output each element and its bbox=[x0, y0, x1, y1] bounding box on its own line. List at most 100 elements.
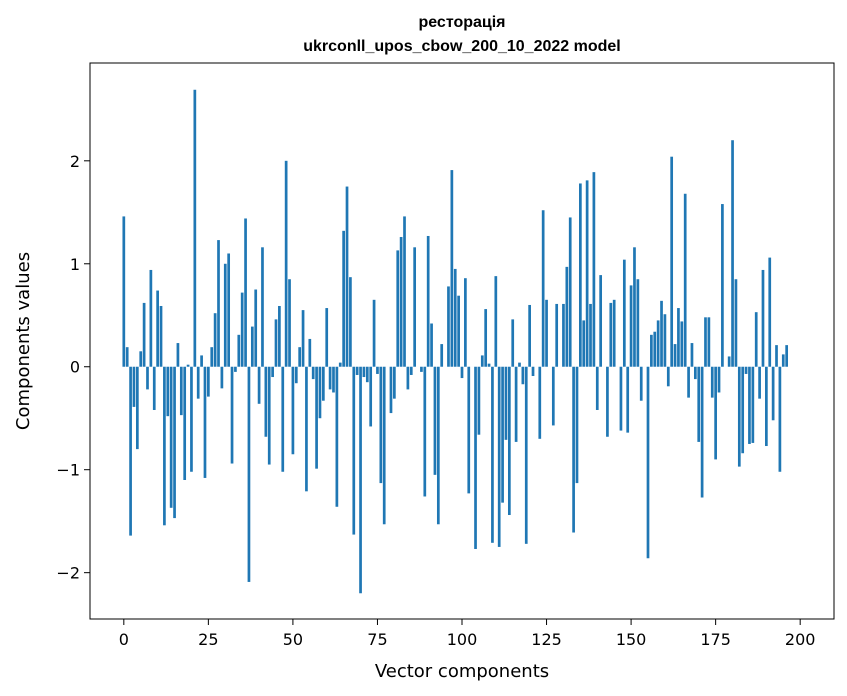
bar bbox=[474, 366, 477, 549]
bar bbox=[413, 247, 417, 367]
bar bbox=[430, 323, 433, 367]
bar bbox=[305, 366, 308, 492]
bar bbox=[227, 253, 231, 367]
bar bbox=[406, 366, 410, 390]
bar bbox=[453, 268, 457, 367]
bar bbox=[423, 366, 427, 497]
bar bbox=[731, 140, 734, 367]
chart-title: ресторація bbox=[418, 14, 505, 31]
bar bbox=[220, 366, 224, 389]
bar bbox=[771, 366, 775, 421]
bar bbox=[244, 218, 247, 367]
bar bbox=[315, 366, 318, 469]
bar bbox=[298, 347, 302, 367]
bar bbox=[159, 305, 163, 367]
bar bbox=[149, 269, 153, 367]
bar bbox=[693, 366, 697, 380]
bar bbox=[575, 366, 579, 484]
bar bbox=[606, 366, 609, 437]
bar bbox=[382, 366, 386, 525]
bar bbox=[663, 314, 667, 367]
bar bbox=[758, 366, 761, 399]
bar bbox=[568, 217, 572, 367]
bar bbox=[203, 366, 207, 478]
bar bbox=[653, 331, 657, 367]
bar bbox=[393, 366, 396, 399]
bar bbox=[629, 285, 633, 367]
bar bbox=[135, 366, 139, 450]
bar bbox=[250, 326, 254, 367]
bar bbox=[592, 172, 596, 367]
bar bbox=[237, 334, 241, 367]
bar bbox=[744, 366, 748, 374]
bar bbox=[765, 366, 768, 447]
bar bbox=[528, 304, 531, 367]
bar bbox=[369, 366, 373, 427]
bar bbox=[633, 247, 636, 367]
bar bbox=[318, 366, 322, 419]
bar bbox=[190, 366, 193, 472]
bar bbox=[677, 308, 680, 367]
x-tick-label: 0 bbox=[119, 630, 129, 649]
bar bbox=[680, 321, 684, 367]
bar bbox=[660, 300, 663, 367]
bar bbox=[714, 366, 717, 460]
x-tick-label: 25 bbox=[198, 630, 218, 649]
bar bbox=[294, 366, 298, 384]
bar bbox=[399, 237, 403, 367]
bar bbox=[518, 362, 521, 367]
bar bbox=[321, 366, 325, 401]
bar bbox=[328, 366, 332, 390]
bar bbox=[335, 366, 339, 507]
bar bbox=[538, 366, 542, 439]
bar bbox=[376, 366, 379, 374]
bar bbox=[710, 366, 714, 398]
bar bbox=[271, 366, 274, 378]
bar bbox=[491, 366, 494, 543]
bar bbox=[139, 351, 143, 367]
bar bbox=[450, 170, 454, 367]
bar bbox=[311, 366, 315, 380]
y-tick-label: 0 bbox=[70, 358, 80, 377]
bar bbox=[240, 292, 244, 367]
bar bbox=[365, 366, 369, 383]
bar bbox=[217, 240, 220, 367]
x-tick-label: 100 bbox=[447, 630, 478, 649]
bar bbox=[213, 313, 217, 367]
bar bbox=[372, 299, 376, 367]
bar bbox=[278, 305, 281, 367]
bar bbox=[234, 366, 237, 372]
bar bbox=[531, 366, 535, 377]
bar bbox=[727, 356, 731, 367]
bar bbox=[433, 366, 437, 475]
bar bbox=[579, 183, 582, 367]
bar bbox=[288, 279, 291, 367]
bar bbox=[426, 235, 430, 367]
x-tick-label: 75 bbox=[367, 630, 387, 649]
bar bbox=[721, 204, 724, 367]
bar bbox=[460, 366, 464, 379]
bar bbox=[748, 366, 751, 444]
bar bbox=[183, 366, 187, 480]
bar bbox=[440, 344, 444, 367]
x-axis: 0 25 50 75 100 125 150 175 200 bbox=[119, 619, 815, 649]
bar bbox=[146, 366, 149, 390]
bar bbox=[521, 366, 525, 385]
bar bbox=[700, 366, 704, 498]
bar bbox=[741, 366, 745, 454]
bar bbox=[487, 363, 491, 367]
bar bbox=[389, 366, 393, 414]
bar bbox=[281, 366, 285, 472]
bar bbox=[511, 319, 515, 367]
bar bbox=[352, 366, 356, 535]
bar bbox=[308, 338, 312, 367]
bar bbox=[230, 366, 234, 464]
bar bbox=[193, 89, 197, 367]
bar bbox=[186, 364, 190, 367]
bar bbox=[562, 303, 565, 367]
bar bbox=[332, 366, 335, 393]
bar bbox=[622, 259, 626, 367]
bar bbox=[142, 302, 146, 367]
bar bbox=[737, 366, 741, 467]
bar bbox=[545, 299, 548, 367]
